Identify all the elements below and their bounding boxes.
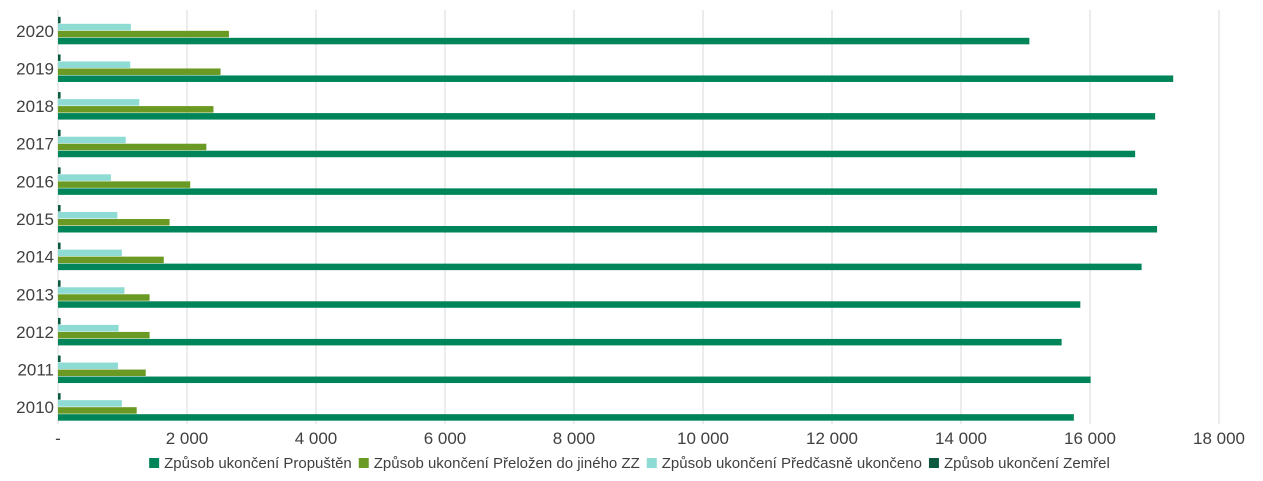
- legend-swatch: [928, 458, 939, 468]
- bar-2016-series-0: [58, 188, 1158, 195]
- bar-2014-series-3: [58, 242, 61, 250]
- legend-swatch: [358, 458, 369, 468]
- legend-label: Způsob ukončení Přeložen do jiného ZZ: [374, 455, 640, 472]
- x-tick-label: -: [55, 429, 61, 448]
- bar-2020-series-3: [58, 16, 61, 24]
- bar-2019-series-3: [58, 54, 61, 61]
- bar-2010-series-1: [58, 407, 137, 414]
- bar-2010-series-0: [58, 414, 1074, 421]
- bar-2014-series-0: [58, 263, 1142, 271]
- category-label: 2016: [16, 172, 54, 191]
- bar-2012-series-0: [58, 338, 1062, 346]
- legend-label: Způsob ukončení Propuštěn: [164, 455, 352, 472]
- legend-label: Způsob ukončení Zemřel: [944, 455, 1110, 472]
- category-label: 2012: [16, 323, 54, 342]
- x-tick-label: 6 000: [424, 429, 467, 448]
- bar-2017-series-1: [58, 143, 207, 151]
- bar-2013-series-3: [58, 280, 61, 287]
- legend-swatch: [149, 458, 160, 468]
- bar-2019-series-0: [58, 75, 1174, 82]
- category-label: 2020: [16, 22, 54, 41]
- bar-2015-series-3: [58, 205, 61, 212]
- y-axis-category-labels: 2020 2019 2018 2017 2016 2015 2014 2013 2012 2011…: [16, 22, 54, 417]
- bar-2019-series-1: [58, 68, 221, 75]
- bar-2011-series-0: [58, 376, 1091, 384]
- category-label: 2013: [16, 285, 54, 304]
- bar-2013-series-1: [58, 294, 150, 301]
- category-label: 2017: [16, 135, 54, 154]
- bar-2018-series-1: [58, 106, 214, 113]
- bar-2013-series-0: [58, 301, 1081, 308]
- category-label: 2014: [16, 248, 54, 267]
- bar-2015-series-0: [58, 226, 1158, 233]
- x-tick-label: 18 000: [1193, 429, 1245, 448]
- category-label: 2011: [17, 361, 54, 380]
- bar-2011-series-3: [58, 355, 61, 363]
- bar-2016-series-1: [58, 181, 191, 188]
- gridlines: [57, 10, 1220, 424]
- bar-2011-series-1: [58, 369, 146, 377]
- bar-2012-series-2: [58, 324, 119, 332]
- bar-2015-series-2: [58, 212, 118, 219]
- bar-2017-series-0: [58, 150, 1136, 158]
- legend: Způsob ukončení Propuštěn Způsob ukončení…: [149, 455, 1110, 472]
- bar-2017-series-2: [58, 136, 126, 144]
- x-tick-label: 2 000: [166, 429, 209, 448]
- category-label: 2015: [16, 210, 54, 229]
- bar-2010-series-3: [58, 393, 61, 400]
- bar-2018-series-0: [58, 113, 1156, 120]
- bar-2019-series-2: [58, 61, 131, 68]
- x-tick-label: 10 000: [677, 429, 729, 448]
- x-tick-label: 14 000: [935, 429, 987, 448]
- bar-2016-series-2: [58, 174, 111, 181]
- bar-2014-series-1: [58, 256, 164, 264]
- bar-2020-series-1: [58, 30, 229, 38]
- bars: [58, 16, 1174, 421]
- x-tick-label: 16 000: [1064, 429, 1116, 448]
- bar-2010-series-2: [58, 400, 122, 407]
- bar-2012-series-1: [58, 331, 150, 339]
- legend-label: Způsob ukončení Předčasně ukončeno: [662, 455, 922, 472]
- bar-2020-series-2: [58, 23, 131, 31]
- x-tick-label: 4 000: [295, 429, 338, 448]
- bar-2011-series-2: [58, 362, 118, 370]
- bar-2018-series-3: [58, 92, 61, 99]
- bar-2016-series-3: [58, 167, 61, 174]
- category-label: 2018: [16, 97, 54, 116]
- legend-swatch: [646, 458, 657, 468]
- x-axis-tick-labels: - 2 000 4 000 6 000 8 000 10 000 12 000 14 000 1…: [55, 429, 1245, 448]
- bar-2020-series-0: [58, 37, 1030, 45]
- bar-2014-series-2: [58, 249, 122, 257]
- x-tick-label: 8 000: [553, 429, 596, 448]
- category-label: 2019: [16, 59, 54, 78]
- bar-2017-series-3: [58, 129, 61, 137]
- x-tick-label: 12 000: [806, 429, 858, 448]
- bar-2012-series-3: [58, 317, 61, 325]
- bar-2018-series-2: [58, 99, 140, 106]
- category-label: 2010: [16, 398, 54, 417]
- bar-2013-series-2: [58, 287, 125, 294]
- bar-2015-series-1: [58, 219, 170, 226]
